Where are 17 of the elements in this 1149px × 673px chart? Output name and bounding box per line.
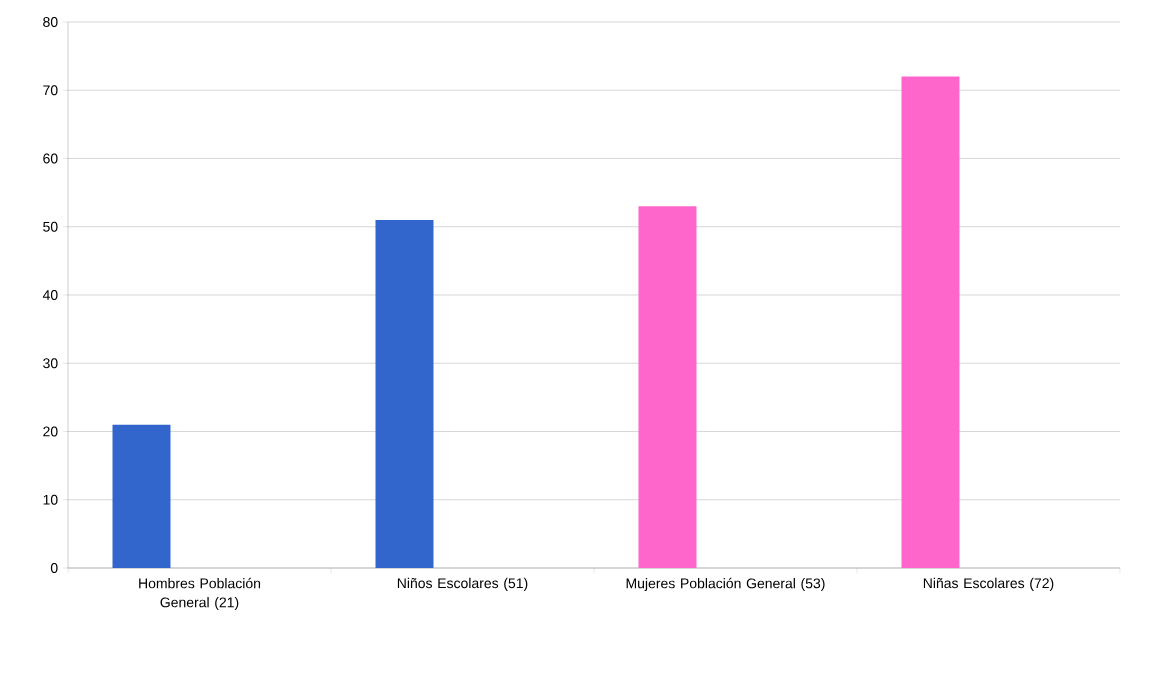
y-tick-label: 10 xyxy=(43,494,58,505)
y-tick-label: 40 xyxy=(42,290,58,300)
bar xyxy=(112,424,171,568)
x-tick-label: Hombres Población General (21) xyxy=(139,577,261,611)
x-tick-label: Niños Escolares (51) xyxy=(397,577,528,591)
y-tick-label: 60 xyxy=(43,153,58,164)
x-tick-label: Mujeres Población General (53) xyxy=(626,577,825,592)
y-tick-label: 0 xyxy=(50,563,58,573)
y-tick-label: 80 xyxy=(43,17,58,27)
y-tick-label: 70 xyxy=(43,85,58,96)
x-tick-label: Niñas Escolares (72) xyxy=(923,577,1054,591)
bar xyxy=(901,76,960,568)
bar xyxy=(638,206,697,568)
y-tick-label: 50 xyxy=(43,221,58,232)
y-tick-label: 20 xyxy=(43,426,58,437)
bar xyxy=(375,219,434,568)
y-tick-label: 30 xyxy=(43,358,58,369)
